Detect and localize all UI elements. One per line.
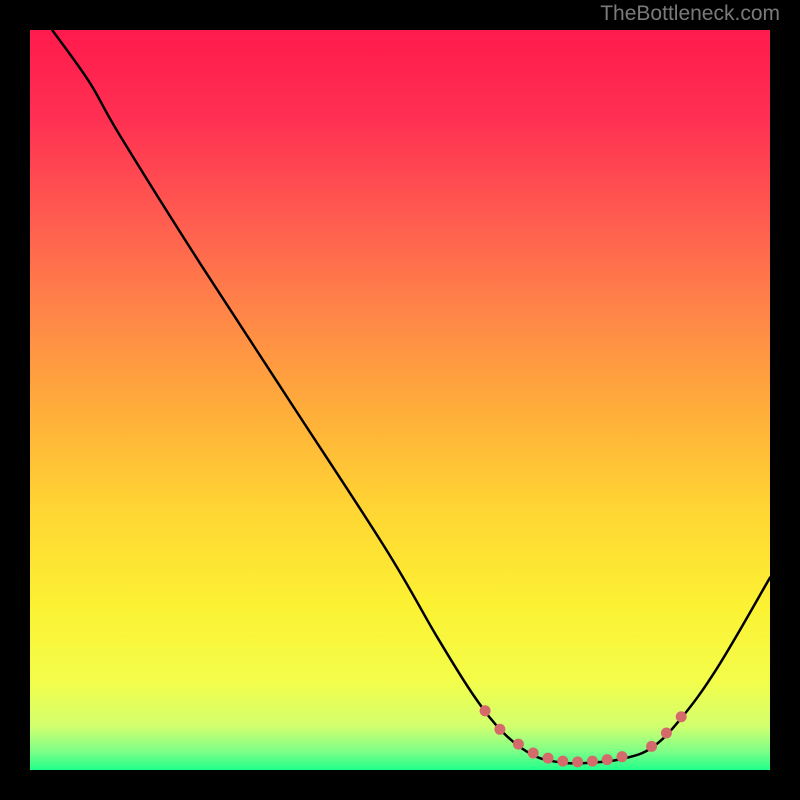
marker-point: [543, 753, 554, 764]
plot-area: [30, 30, 770, 770]
marker-point: [528, 747, 539, 758]
marker-point: [587, 756, 598, 767]
marker-point: [676, 711, 687, 722]
marker-point: [661, 728, 672, 739]
marker-point: [480, 705, 491, 716]
curve-layer: [30, 30, 770, 770]
marker-point: [617, 751, 628, 762]
marker-point: [513, 739, 524, 750]
marker-point: [646, 741, 657, 752]
marker-point: [494, 724, 505, 735]
marker-point: [602, 754, 613, 765]
marker-point: [557, 756, 568, 767]
attribution-text: TheBottleneck.com: [600, 2, 780, 26]
bottleneck-curve: [52, 30, 770, 763]
markers-group: [480, 705, 687, 767]
marker-point: [572, 756, 583, 767]
